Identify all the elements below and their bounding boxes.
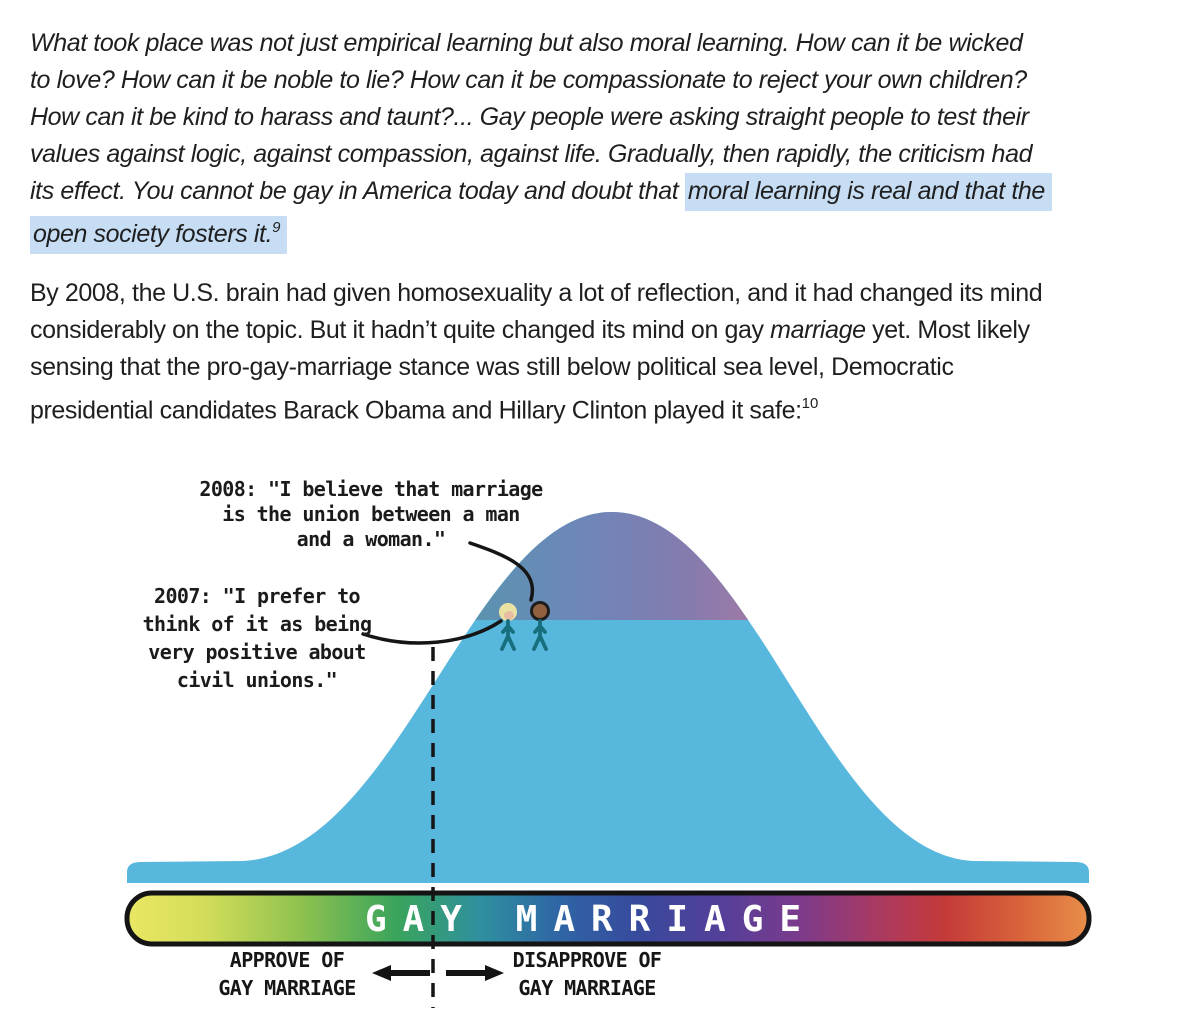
- quote-line: its effect. You cannot be gay in America…: [30, 173, 1052, 211]
- approve-label: APPROVE OF GAY MARRIAGE: [218, 948, 356, 1000]
- footnote-marker: 10: [801, 395, 819, 412]
- svg-text:think of it as being: think of it as being: [143, 612, 372, 636]
- quote-line: to love? How can it be noble to lie? How…: [30, 66, 1027, 94]
- highlighted-text: open society fosters it.9: [30, 216, 288, 255]
- spectrum-bar: [124, 890, 1092, 947]
- body-paragraph: By 2008, the U.S. brain had given homose…: [30, 275, 1043, 425]
- bell-curve: [127, 512, 1089, 883]
- emphasized-word: marriage: [770, 316, 866, 344]
- spectrum-bar-label: GAY MARRIAGE: [365, 899, 817, 940]
- left-arrow-icon: [372, 965, 430, 981]
- svg-text:APPROVE OF: APPROVE OF: [230, 948, 344, 972]
- callout-connector-2008: [468, 541, 535, 602]
- body-line: presidential candidates Barack Obama and…: [30, 395, 819, 425]
- quote-line: How can it be kind to harass and taunt?.…: [30, 103, 1029, 131]
- disapprove-label: DISAPPROVE OF GAY MARRIAGE: [513, 948, 662, 1000]
- quote-paragraph: What took place was not just empirical l…: [30, 25, 1052, 255]
- above-water-cap: [475, 512, 749, 620]
- blonde-stick-figure: [499, 603, 517, 651]
- svg-text:GAY MARRIAGE: GAY MARRIAGE: [218, 976, 355, 1000]
- svg-text:DISAPPROVE OF: DISAPPROVE OF: [513, 948, 662, 972]
- svg-text:2008: "I believe that marriage: 2008: "I believe that marriage: [199, 477, 543, 501]
- callout-2008: 2008: "I believe that marriage is the un…: [199, 477, 543, 551]
- body-line: considerably on the topic. But it hadn’t…: [30, 316, 1030, 344]
- svg-text:and a woman.": and a woman.": [297, 527, 446, 551]
- body-line: sensing that the pro-gay-marriage stance…: [30, 353, 954, 381]
- dark-haired-stick-figure: [530, 601, 550, 651]
- footnote-marker: 9: [272, 219, 281, 236]
- body-line: By 2008, the U.S. brain had given homose…: [30, 279, 1043, 307]
- svg-text:civil unions.": civil unions.": [177, 668, 337, 692]
- svg-text:GAY MARRIAGE: GAY MARRIAGE: [518, 976, 655, 1000]
- callout-connector-2007: [361, 619, 503, 645]
- svg-text:is the union between a man: is the union between a man: [222, 502, 519, 526]
- quote-line: values against logic, against compassion…: [30, 140, 1033, 168]
- highlighted-text: moral learning is real and that the: [684, 173, 1052, 211]
- quote-line: What took place was not just empirical l…: [30, 29, 1023, 57]
- quote-line: open society fosters it.9: [30, 210, 1052, 255]
- right-arrow-icon: [446, 965, 504, 981]
- svg-text:2007: "I prefer to: 2007: "I prefer to: [154, 584, 360, 608]
- opinion-bell-curve-figure: 2008: "I believe that marriage is the un…: [124, 477, 1092, 1008]
- callout-2007: 2007: "I prefer to think of it as being …: [143, 584, 372, 692]
- svg-text:very positive about: very positive about: [148, 640, 365, 664]
